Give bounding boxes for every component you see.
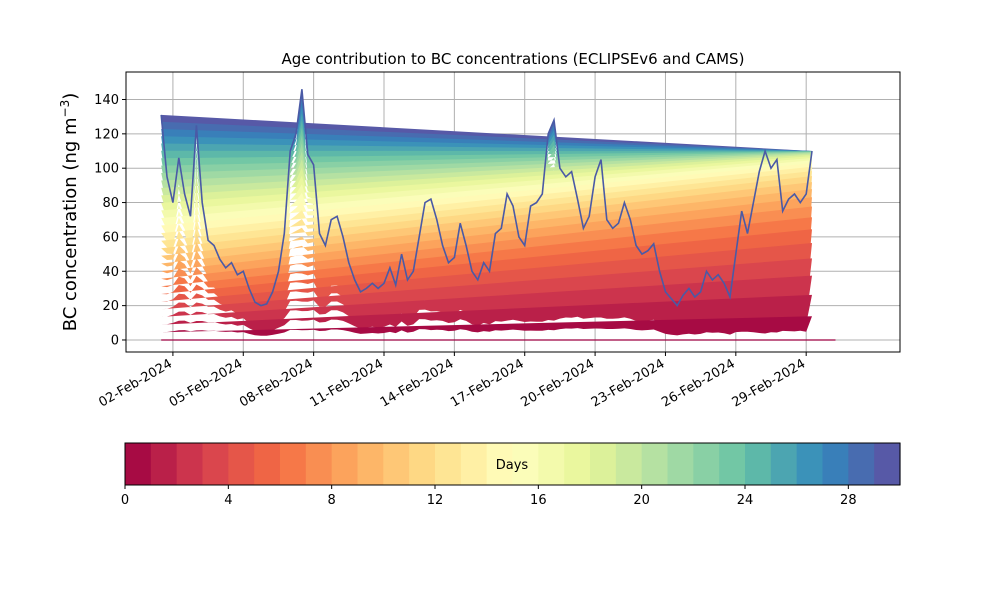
- colorbar-bin: [486, 443, 514, 485]
- x-tick-label: 14-Feb-2024: [378, 356, 457, 410]
- x-tick-label: 02-Feb-2024: [96, 356, 175, 410]
- age-band-3: [161, 275, 812, 329]
- colorbar-bin: [745, 443, 772, 485]
- plot-frame: [125, 71, 901, 353]
- colorbar-bin: [667, 443, 694, 485]
- colorbar-bin: [228, 443, 255, 485]
- age-band-1: [161, 316, 812, 336]
- colorbar-bin: [357, 443, 384, 485]
- colorbar-bin: [874, 443, 901, 485]
- colorbar-bin: [202, 443, 229, 485]
- age-band-4: [161, 258, 812, 326]
- colorbar-bin: [305, 443, 333, 485]
- colorbar-tick-label: 20: [633, 493, 650, 508]
- colorbar-bin: [409, 443, 436, 485]
- colorbar-ticks: 0 4 8 12 16 20 24 28: [121, 485, 857, 508]
- x-tick-label: 29-Feb-2024: [730, 356, 809, 410]
- age-band-5: [161, 243, 812, 323]
- colorbar-bin: [538, 443, 565, 485]
- total-line: [160, 89, 836, 341]
- colorbar-bin: [331, 443, 359, 485]
- colorbar-tick-label: 28: [840, 493, 857, 508]
- y-tick-label: 40: [102, 265, 119, 280]
- x-tick-label: 08-Feb-2024: [237, 356, 316, 410]
- colorbar-tick-label: 0: [121, 493, 129, 508]
- y-tick-label: 20: [102, 299, 119, 314]
- y-axis: 0 20 40 60 80 100 120 140: [94, 93, 126, 348]
- x-tick-label: 11-Feb-2024: [307, 356, 386, 410]
- colorbar-bin: [693, 443, 720, 485]
- x-tick-label: 23-Feb-2024: [589, 356, 668, 410]
- y-tick-label: 140: [94, 93, 119, 108]
- colorbar-tick-label: 12: [427, 493, 444, 508]
- colorbar-bin: [848, 443, 875, 485]
- colorbar: [124, 442, 901, 486]
- y-tick-label: 60: [102, 230, 119, 245]
- colorbar-bin: [150, 443, 178, 485]
- y-axis-label-main: BC concentration (ng m: [60, 117, 81, 331]
- x-tick-label: 05-Feb-2024: [167, 356, 246, 410]
- colorbar-tick-label: 16: [530, 493, 547, 508]
- colorbar-bin: [280, 443, 307, 485]
- colorbar-bin: [822, 443, 849, 485]
- x-tick-label: 17-Feb-2024: [448, 356, 527, 410]
- stacked-areas: [161, 89, 812, 336]
- colorbar-bin: [125, 443, 152, 485]
- colorbar-bin: [176, 443, 204, 485]
- colorbar-bin: [796, 443, 824, 485]
- colorbar-frame: [124, 442, 901, 486]
- y-axis-label-close: ): [60, 93, 81, 100]
- chart-title: Age contribution to BC concentrations (E…: [282, 50, 745, 68]
- y-tick-label: 80: [102, 196, 119, 211]
- colorbar-bin: [383, 443, 410, 485]
- x-axis: 02-Feb-202405-Feb-202408-Feb-202411-Feb-…: [96, 352, 808, 410]
- colorbar-bin: [564, 443, 591, 485]
- colorbar-tick-label: 8: [328, 493, 336, 508]
- colorbar-bin: [460, 443, 488, 485]
- colorbar-bin: [641, 443, 669, 485]
- colorbar-bin: [719, 443, 746, 485]
- colorbar-bin: [254, 443, 281, 485]
- y-tick-label: 100: [94, 162, 119, 177]
- y-tick-label: 0: [111, 333, 119, 348]
- y-tick-label: 120: [94, 127, 119, 142]
- colorbar-tick-label: 24: [737, 493, 754, 508]
- age-band-2: [161, 294, 812, 332]
- x-tick-label: 26-Feb-2024: [659, 356, 738, 410]
- colorbar-bin: [770, 443, 798, 485]
- colorbar-bin: [435, 443, 462, 485]
- colorbar-bin: [512, 443, 539, 485]
- colorbar-label: Days: [496, 458, 529, 473]
- y-axis-label: BC concentration (ng m−3): [58, 93, 81, 332]
- colorbar-tick-label: 4: [224, 493, 232, 508]
- total-series-line: [160, 89, 813, 307]
- x-tick-label: 20-Feb-2024: [519, 356, 598, 410]
- colorbar-bin: [615, 443, 643, 485]
- colorbar-bin: [590, 443, 617, 485]
- y-axis-label-sup: −3: [58, 100, 72, 118]
